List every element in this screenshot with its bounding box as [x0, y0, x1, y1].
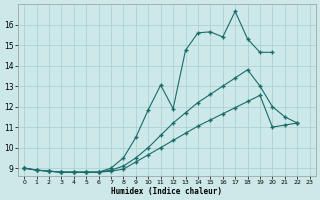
X-axis label: Humidex (Indice chaleur): Humidex (Indice chaleur): [111, 187, 222, 196]
